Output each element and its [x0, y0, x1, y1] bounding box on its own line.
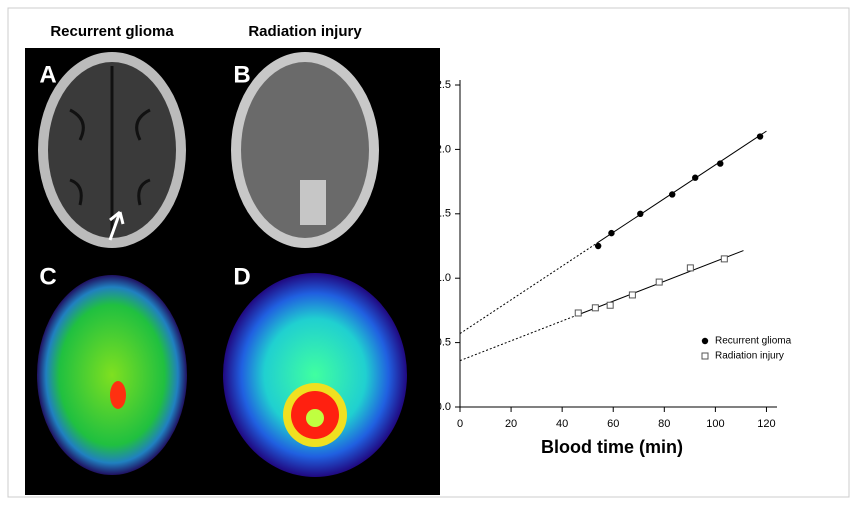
data-point	[595, 243, 601, 249]
y-tick-label: 1.0	[436, 272, 451, 284]
lesion	[300, 180, 326, 225]
y-tick-label: 2.0	[436, 143, 451, 155]
data-point	[575, 310, 581, 316]
legend-label: Radiation injury	[715, 351, 784, 362]
x-tick-label: 0	[457, 418, 463, 430]
data-point	[607, 302, 613, 308]
x-tick-label: 120	[757, 418, 775, 430]
data-point	[669, 191, 675, 197]
legend-marker	[702, 353, 708, 359]
y-tick-label: 0.0	[436, 401, 451, 413]
column-header: Radiation injury	[248, 23, 362, 40]
data-point	[692, 175, 698, 181]
y-tick-label: 1.5	[436, 208, 451, 220]
y-label-part: C	[410, 255, 432, 269]
figure: Recurrent glioma Radiation injury A B C …	[0, 0, 857, 505]
data-point	[637, 211, 643, 217]
y-tick-label: 2.5	[436, 79, 451, 91]
data-point	[629, 292, 635, 298]
data-point	[592, 305, 598, 311]
data-point	[656, 279, 662, 285]
x-tick-label: 100	[706, 418, 724, 430]
panel-label: B	[233, 61, 250, 88]
hotspot	[306, 409, 324, 427]
data-point	[608, 230, 614, 236]
panel-label: C	[39, 263, 56, 290]
x-tick-label: 20	[505, 418, 517, 430]
hotspot	[110, 381, 126, 409]
data-point	[757, 133, 763, 139]
data-point	[721, 256, 727, 262]
column-header: Recurrent glioma	[50, 23, 174, 40]
panel-label: A	[39, 61, 56, 88]
y-label-part: p	[419, 223, 434, 231]
fit-line	[598, 131, 767, 242]
legend-marker	[702, 338, 708, 344]
x-tick-label: 60	[607, 418, 619, 430]
x-axis-label: Blood time (min)	[541, 437, 683, 457]
y-label-part: /C	[410, 231, 432, 251]
fit-extrapolation	[460, 242, 598, 333]
legend-label: Recurrent glioma	[715, 336, 792, 347]
data-point	[687, 265, 693, 271]
x-tick-label: 80	[658, 418, 670, 430]
panel-label: D	[233, 263, 250, 290]
panel-label: E	[415, 55, 431, 82]
x-tick-label: 40	[556, 418, 568, 430]
data-point	[717, 160, 723, 166]
y-tick-label: 0.5	[436, 337, 451, 349]
pet-scan	[37, 275, 187, 475]
